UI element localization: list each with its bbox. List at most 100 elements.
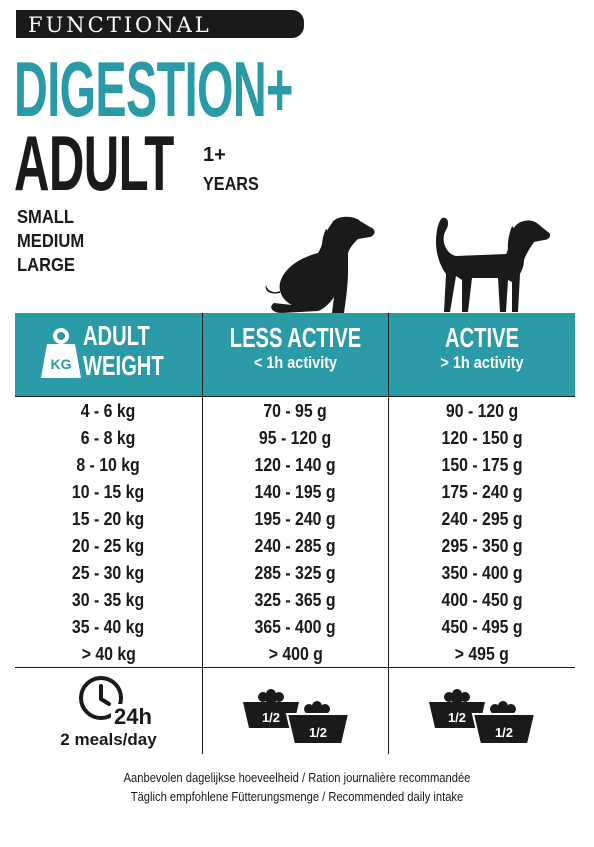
age-value: 1+ (203, 144, 226, 166)
active-cell: 120 - 150 g (389, 424, 575, 451)
table-row: 10 - 15 kg 140 - 195 g 175 - 240 g (15, 478, 575, 505)
footnote: Aanbevolen dagelijkse hoeveelheid / Rati… (0, 768, 594, 806)
table-footer-row: 24h 2 meals/day 1/2 1/2 (15, 667, 575, 754)
clock-icon: 24h (79, 676, 152, 729)
dog-standing-icon (436, 217, 551, 312)
table-body: 4 - 6 kg 70 - 95 g 90 - 120 g 6 - 8 kg 95 - … (15, 396, 575, 667)
weight-cell: 4 - 6 kg (15, 397, 203, 424)
table-row: 8 - 10 kg 120 - 140 g 150 - 175 g (15, 451, 575, 478)
cell-value: 350 - 400 g (441, 563, 523, 583)
size-medium: MEDIUM (17, 231, 85, 251)
weight-cell: 30 - 35 kg (15, 586, 203, 613)
bowl-label-2: 1/2 (309, 725, 327, 740)
active-cell: > 495 g (389, 640, 575, 667)
cell-value: 35 - 40 kg (72, 617, 145, 637)
active-cell: 400 - 450 g (389, 586, 575, 613)
weight-title-line2: WEIGHT (83, 350, 164, 381)
cell-value: 400 - 450 g (441, 590, 523, 610)
table-header: KG ADULT WEIGHT LESS ACTIVE < 1h activit… (15, 313, 575, 396)
weight-column-title: ADULT WEIGHT (83, 321, 164, 381)
table-row: 4 - 6 kg 70 - 95 g 90 - 120 g (15, 397, 575, 424)
cell-value: 325 - 365 g (254, 590, 337, 610)
less-active-cell: 325 - 365 g (203, 586, 389, 613)
cell-value: 15 - 20 kg (72, 509, 145, 529)
meals-cell: 24h 2 meals/day (15, 668, 203, 754)
less-active-cell: 285 - 325 g (203, 559, 389, 586)
food-bowl-icon: 1/2 1/2 (429, 689, 537, 745)
product-title: DIGESTION+ (14, 45, 293, 133)
cell-value: > 495 g (454, 644, 510, 664)
cell-value: 240 - 285 g (254, 536, 337, 556)
less-active-cell: 140 - 195 g (203, 478, 389, 505)
active-cell: 350 - 400 g (389, 559, 575, 586)
active-cell: 295 - 350 g (389, 532, 575, 559)
cell-value: 140 - 195 g (254, 482, 337, 502)
feeding-table: KG ADULT WEIGHT LESS ACTIVE < 1h activit… (15, 313, 575, 754)
weight-badge: KG (51, 356, 72, 372)
active-subtitle: > 1h activity (440, 353, 524, 372)
less-active-cell: 70 - 95 g (203, 397, 389, 424)
cell-value: 150 - 175 g (441, 455, 523, 475)
table-row: 20 - 25 kg 240 - 285 g 295 - 350 g (15, 532, 575, 559)
cell-value: 90 - 120 g (445, 401, 519, 421)
cell-value: 285 - 325 g (254, 563, 337, 583)
weight-title-line1: ADULT (83, 320, 150, 351)
food-bowl-icon: 1/2 1/2 (243, 689, 351, 745)
weight-cell: 35 - 40 kg (15, 613, 203, 640)
dog-size-list: SMALL MEDIUM LARGE (17, 205, 84, 277)
bowl-label-2: 1/2 (495, 725, 513, 740)
cell-value: 30 - 35 kg (72, 590, 145, 610)
active-cell: 450 - 495 g (389, 613, 575, 640)
cell-value: 10 - 15 kg (72, 482, 145, 502)
less-active-cell: 240 - 285 g (203, 532, 389, 559)
clock-label: 24h (114, 704, 152, 729)
size-large: LARGE (17, 255, 75, 275)
cell-value: 175 - 240 g (441, 482, 523, 502)
table-row: 15 - 20 kg 195 - 240 g 240 - 295 g (15, 505, 575, 532)
table-row: > 40 kg > 400 g > 495 g (15, 640, 575, 667)
weight-cell: 20 - 25 kg (15, 532, 203, 559)
column-header-weight: KG ADULT WEIGHT (15, 313, 203, 396)
cell-value: 8 - 10 kg (76, 455, 141, 475)
footnote-line-1: Aanbevolen dagelijkse hoeveelheid / Rati… (123, 770, 471, 785)
cell-value: 295 - 350 g (441, 536, 523, 556)
active-bowls-cell: 1/2 1/2 (389, 668, 575, 754)
category-badge: FUNCTIONAL (16, 10, 304, 38)
cell-value: 70 - 95 g (263, 401, 328, 421)
column-header-active: ACTIVE > 1h activity (389, 313, 575, 396)
cell-value: > 40 kg (81, 644, 136, 664)
active-cell: 175 - 240 g (389, 478, 575, 505)
table-row: 35 - 40 kg 365 - 400 g 450 - 495 g (15, 613, 575, 640)
cell-value: 4 - 6 kg (81, 401, 136, 421)
less-active-subtitle: < 1h activity (253, 353, 338, 372)
cell-value: > 400 g (268, 644, 323, 664)
less-active-bowls-cell: 1/2 1/2 (203, 668, 389, 754)
less-active-cell: 365 - 400 g (203, 613, 389, 640)
cell-value: 120 - 140 g (254, 455, 337, 475)
footnote-line-2: Täglich empfohlene Fütterungsmenge / Rec… (130, 789, 464, 804)
weight-cell: 6 - 8 kg (15, 424, 203, 451)
less-active-cell: 95 - 120 g (203, 424, 389, 451)
size-small: SMALL (17, 207, 75, 227)
weight-cell: 8 - 10 kg (15, 451, 203, 478)
dog-sitting-icon (265, 216, 375, 313)
cell-value: 6 - 8 kg (81, 428, 136, 448)
meals-per-day: 2 meals/day (60, 730, 157, 749)
weight-icon: KG (41, 328, 81, 378)
less-active-cell: > 400 g (203, 640, 389, 667)
table-row: 25 - 30 kg 285 - 325 g 350 - 400 g (15, 559, 575, 586)
weight-cell: 15 - 20 kg (15, 505, 203, 532)
cell-value: 450 - 495 g (441, 617, 523, 637)
active-cell: 90 - 120 g (389, 397, 575, 424)
cell-value: 120 - 150 g (441, 428, 523, 448)
bowl-label-1: 1/2 (262, 710, 280, 725)
age-unit: YEARS (203, 174, 259, 194)
weight-cell: 10 - 15 kg (15, 478, 203, 505)
cell-value: 240 - 295 g (441, 509, 523, 529)
weight-cell: 25 - 30 kg (15, 559, 203, 586)
cell-value: 95 - 120 g (259, 428, 332, 448)
weight-cell: > 40 kg (15, 640, 203, 667)
cell-value: 25 - 30 kg (72, 563, 145, 583)
less-active-cell: 120 - 140 g (203, 451, 389, 478)
active-cell: 240 - 295 g (389, 505, 575, 532)
